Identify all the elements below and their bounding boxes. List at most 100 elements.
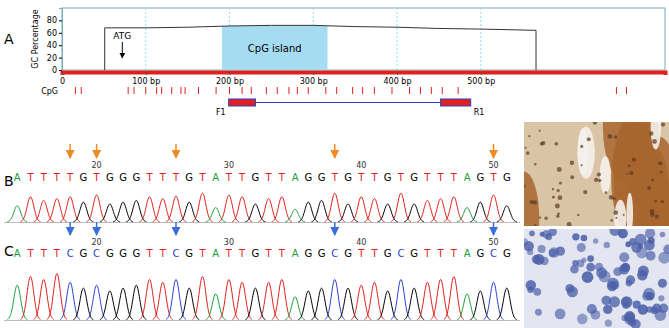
cpg-site xyxy=(431,87,432,94)
y-tick-label: 60 xyxy=(47,29,57,38)
base-letter: G xyxy=(344,172,352,183)
site-arrow xyxy=(334,144,336,158)
base-letter: T xyxy=(93,172,101,183)
x-tick: 200 bp xyxy=(216,72,244,86)
x-tick-label: 500 bp xyxy=(467,77,495,86)
base-letter: T xyxy=(278,248,286,259)
x-tick-label: 0 xyxy=(60,77,65,86)
base-letter: G xyxy=(476,172,484,183)
ihc-images xyxy=(509,74,669,328)
base-letter: T xyxy=(172,172,180,183)
nucleus xyxy=(608,134,613,139)
nucleus xyxy=(613,210,618,215)
nucleus xyxy=(577,314,588,325)
nucleus xyxy=(581,235,588,242)
base-letter: C xyxy=(173,248,180,259)
x-tick-mark xyxy=(481,72,482,75)
panel-2: C20304050ATTTCGCGGGTTCGTATTGTTAGGCGTTGCG… xyxy=(4,222,520,321)
trace-peak xyxy=(126,285,146,319)
position-label: 20 xyxy=(92,161,102,170)
panel-label: C xyxy=(4,243,14,259)
base-letter: G xyxy=(80,172,88,183)
trace-peak xyxy=(338,204,358,222)
nucleus xyxy=(534,224,537,226)
nucleus xyxy=(567,222,572,226)
trace-peak xyxy=(497,288,517,319)
base-letter: G xyxy=(318,248,326,259)
nucleus xyxy=(594,178,598,182)
cpg-site xyxy=(362,87,363,94)
gc-line xyxy=(105,25,536,70)
position-label: 30 xyxy=(224,161,234,170)
base-letter: T xyxy=(66,172,74,183)
cpg-site xyxy=(242,87,243,94)
cpg-site xyxy=(420,87,421,94)
x-tick: 300 bp xyxy=(300,72,328,86)
nucleus xyxy=(549,249,557,257)
y-tick-label: 20 xyxy=(47,54,57,63)
base-letter: A xyxy=(464,248,471,259)
plot-area xyxy=(7,274,517,320)
cpg-site xyxy=(297,87,298,94)
base-letter: G xyxy=(132,172,140,183)
base-letter: T xyxy=(238,172,246,183)
x-tick: 0 xyxy=(60,72,65,86)
cpg-site xyxy=(308,87,309,94)
base-letter: T xyxy=(198,248,206,259)
base-letter: C xyxy=(490,248,497,259)
nucleus xyxy=(524,185,526,188)
nucleus xyxy=(587,137,591,141)
plot-frame xyxy=(62,8,665,70)
base-letter: G xyxy=(318,172,326,183)
cpg-site xyxy=(288,87,289,94)
ihc-negative xyxy=(524,229,669,328)
site-arrow xyxy=(493,222,495,235)
cpg-site xyxy=(161,87,162,94)
site-arrow xyxy=(96,222,98,235)
y-axis-title: GC Percentage xyxy=(31,9,40,68)
nucleus xyxy=(622,302,629,309)
trace-peak xyxy=(206,294,226,320)
nucleus xyxy=(661,122,665,126)
nucleus xyxy=(660,171,663,174)
trace-peak xyxy=(73,202,93,222)
x-tick-mark xyxy=(313,72,314,75)
base-letter: T xyxy=(370,172,378,183)
nucleus xyxy=(613,267,622,276)
panel-label: B xyxy=(4,173,14,189)
nucleus xyxy=(605,191,608,194)
nucleus xyxy=(570,265,578,273)
base-letter: T xyxy=(53,248,61,259)
nucleus xyxy=(577,214,579,216)
y-tick: 80 xyxy=(47,16,62,25)
base-letter: T xyxy=(198,172,206,183)
axis-baseline xyxy=(4,320,520,321)
nucleus xyxy=(625,241,631,247)
nucleus xyxy=(533,288,541,296)
trace-peak xyxy=(179,288,199,319)
nucleus xyxy=(529,231,535,237)
nucleus xyxy=(526,280,536,290)
nucleus xyxy=(637,270,648,281)
base-letter: T xyxy=(278,172,286,183)
nucleus xyxy=(651,179,654,182)
cpg-site xyxy=(145,87,146,94)
base-letter: T xyxy=(53,172,61,183)
x-tick: 100 bp xyxy=(132,72,160,86)
base-letter: G xyxy=(252,172,260,183)
y-tick-label: 40 xyxy=(47,41,57,50)
x-tick: 500 bp xyxy=(467,72,495,86)
nucleus xyxy=(593,238,598,243)
nucleus xyxy=(652,139,657,144)
grid-line xyxy=(145,8,146,70)
site-arrow xyxy=(334,222,336,235)
nucleus xyxy=(582,271,594,283)
x-tick-mark xyxy=(397,72,398,75)
y-axis: 020406080 xyxy=(47,9,63,76)
trace-peak xyxy=(378,291,398,320)
nucleus xyxy=(539,216,541,218)
nucleus xyxy=(646,306,652,312)
nucleus xyxy=(570,175,574,179)
x-tick-mark xyxy=(146,72,147,75)
nucleus xyxy=(643,288,655,300)
